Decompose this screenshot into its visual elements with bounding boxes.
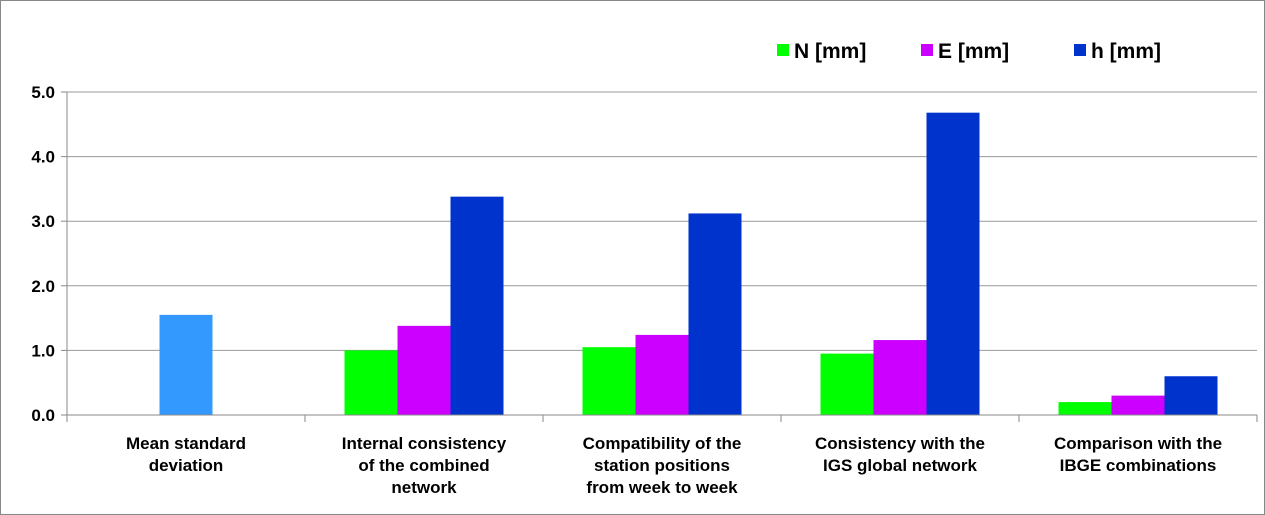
category-label: Consistency with the IGS global network <box>815 434 985 475</box>
y-tick-label: 1.0 <box>31 341 55 360</box>
y-tick-label: 5.0 <box>31 83 55 102</box>
bars <box>159 112 1218 415</box>
y-tick-labels: 0.0 1.0 2.0 3.0 4.0 5.0 <box>31 83 67 425</box>
legend-label-n: N [mm] <box>794 40 866 63</box>
legend-swatch-n <box>777 44 789 56</box>
legend-swatch-h <box>1074 44 1086 56</box>
y-tick-label: 2.0 <box>31 277 55 296</box>
category-label: Internal consistency of the combined netwo… <box>342 434 507 497</box>
bar-n-4 <box>1058 402 1112 415</box>
bar-h-3 <box>926 112 980 415</box>
bar-h-2 <box>688 213 742 415</box>
category-labels: Mean standard deviation Internal consisten… <box>126 434 1222 497</box>
bar-e-2 <box>635 334 689 415</box>
bar-n-2 <box>582 347 636 415</box>
bar-e-1 <box>397 325 451 415</box>
axes <box>66 92 1258 422</box>
bar-h-1 <box>450 196 504 415</box>
bar-e-3 <box>873 340 927 415</box>
category-label: Compatibility of the station positions fro… <box>583 434 742 497</box>
bar-h-4 <box>1164 376 1218 415</box>
bar-mean-standard-deviation <box>159 314 213 415</box>
legend-swatch-e <box>921 44 933 56</box>
category-label: Mean standard deviation <box>126 434 246 475</box>
y-tick-label: 0.0 <box>31 406 55 425</box>
grid-lines <box>67 91 1257 351</box>
y-tick-label: 3.0 <box>31 212 55 231</box>
y-tick-label: 4.0 <box>31 148 55 167</box>
bar-e-4 <box>1111 395 1165 415</box>
legend-label-e: E [mm] <box>938 40 1009 63</box>
bar-n-1 <box>344 350 398 415</box>
category-label: Comparison with the IBGE combinations <box>1054 434 1222 475</box>
legend: N [mm] E [mm] h [mm] <box>777 40 1161 63</box>
legend-label-h: h [mm] <box>1091 40 1161 63</box>
bar-n-3 <box>820 353 874 415</box>
